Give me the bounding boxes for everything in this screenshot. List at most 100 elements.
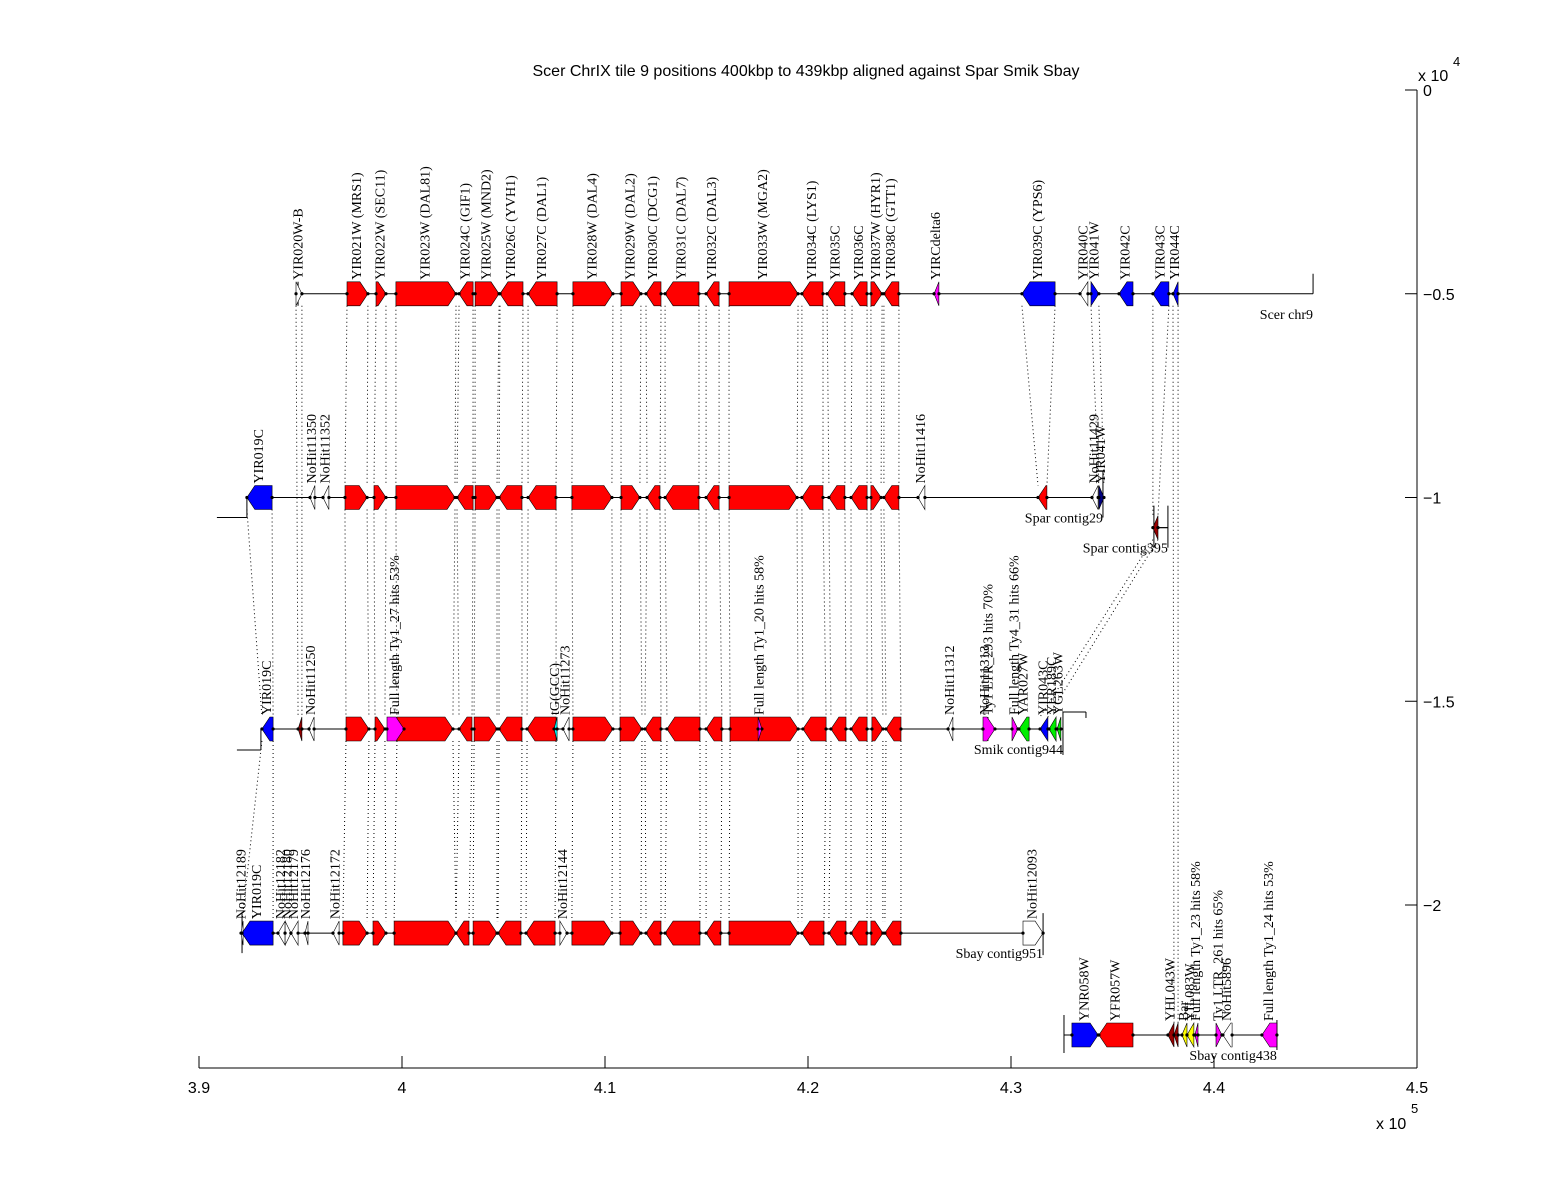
gene-label: YIR041W — [1087, 221, 1102, 280]
gene-start-marker — [394, 292, 398, 296]
gene-ortholog-yir023w — [395, 485, 456, 510]
gene-start-marker — [827, 495, 831, 500]
gene-end-marker — [521, 292, 525, 296]
gene-end-marker — [865, 931, 869, 935]
y-tick-label: 0 — [1423, 83, 1432, 100]
track-label-sbay-contig951: Sbay contig951 — [956, 947, 1044, 962]
homology-link-yir030c — [644, 509, 648, 717]
gene-label: NoHit12189 — [235, 849, 250, 919]
x-axis-multiplier-exponent: 5 — [1411, 1101, 1418, 1116]
gene-label: NoHit12179 — [287, 849, 302, 919]
y-tick-label: −0.5 — [1423, 287, 1455, 304]
gene-start-marker — [869, 931, 873, 935]
gene-ortholog-yir028w — [572, 716, 614, 742]
gene-end-marker — [327, 495, 331, 500]
gene-label: NoHit11273 — [558, 645, 573, 714]
gene-ortholog-yir024c — [456, 485, 474, 510]
gene-start-marker — [850, 292, 854, 296]
gene-end-marker — [881, 727, 885, 731]
gene-end-marker — [697, 292, 701, 296]
gene-label: YAR027W — [1016, 652, 1031, 715]
gene-start-marker — [471, 931, 475, 935]
homology-link-yir019c — [246, 509, 263, 717]
gene-label: YIR043C — [1153, 225, 1168, 279]
gene-ortholog-yir030c — [644, 716, 662, 742]
gene-label: YIR036C — [852, 225, 867, 279]
gene-start-marker — [283, 931, 287, 935]
gene-yir022w-sec11 — [375, 281, 387, 307]
homology-link-yir038c — [898, 509, 902, 717]
gene-start-marker — [801, 727, 805, 731]
gene-start-marker — [321, 495, 325, 500]
gene-label: YIR037W (HYR1) — [869, 172, 884, 280]
gene-start-marker — [496, 931, 500, 935]
gene-ortholog-yir037w — [871, 716, 884, 742]
y-tick-label: −2 — [1423, 898, 1441, 915]
gene-ortholog-yir028w — [571, 485, 613, 510]
gene-ortholog-yir029w — [619, 920, 642, 946]
gene-label: NoHit11250 — [304, 646, 319, 715]
homology-link-yir019c — [271, 509, 274, 717]
gene-end-marker — [1053, 292, 1057, 296]
gene-end-marker — [640, 727, 644, 731]
gene-label: YIR025W (MND2) — [480, 169, 495, 280]
gene-end-marker — [717, 495, 721, 500]
x-tick-label: 4.3 — [1000, 1080, 1022, 1097]
gene-end-marker — [520, 495, 524, 500]
homology-link-yir043c — [1047, 539, 1159, 718]
gene-label: YIR041W — [1094, 424, 1109, 483]
gene-ortholog-yir021w — [342, 920, 368, 946]
gene-end-marker — [1027, 727, 1031, 731]
gene-end-marker — [659, 727, 663, 731]
gene-start-marker — [1172, 1033, 1176, 1037]
gene-ortholog-yir025w — [473, 716, 498, 742]
gene-label: YIR024C (GIF1) — [458, 183, 473, 280]
gene-start-marker — [1117, 292, 1121, 296]
gene-start-marker — [1166, 1033, 1170, 1037]
gene-yfr057w — [1098, 1022, 1134, 1048]
gene-end-marker — [367, 727, 371, 731]
gene-end-marker — [306, 931, 310, 935]
homology-link-yir028w — [611, 509, 614, 717]
gene-start-marker — [570, 495, 574, 500]
gene-ortholog-yir021w — [344, 485, 368, 510]
gene-end-marker — [553, 931, 557, 935]
homology-link-yir028w — [571, 509, 574, 717]
gene-start-marker — [497, 495, 501, 500]
gene-end-marker — [923, 495, 927, 500]
gene-start-marker — [727, 931, 731, 935]
gene-label: YIR030C (DCG1) — [646, 176, 661, 280]
homology-link-yir021w — [366, 509, 370, 717]
y-axis-multiplier-exponent: 4 — [1453, 54, 1460, 69]
gene-ortholog-yir038c — [883, 485, 900, 510]
gene-ortholog-yir036c — [850, 716, 868, 742]
gene-ortholog-yir036c — [850, 920, 868, 946]
homology-link-yir037w — [870, 509, 873, 717]
gene-start-marker — [331, 931, 335, 935]
gene-end-marker — [451, 727, 455, 731]
gene-label: NoHit12172 — [329, 849, 344, 919]
gene-end-marker — [1176, 292, 1180, 296]
gene-ortholog-yir022w — [374, 716, 386, 742]
gene-start-marker — [385, 727, 389, 731]
gene-end-marker — [270, 495, 274, 500]
x-axis-multiplier: x 10 — [1376, 1116, 1406, 1133]
gene-end-marker — [659, 931, 663, 935]
gene-end-marker — [639, 931, 643, 935]
gene-end-marker — [719, 931, 723, 935]
gene-start-marker — [1010, 727, 1014, 731]
gene-start-marker — [344, 727, 348, 731]
homology-link-yir031c — [664, 509, 668, 717]
gene-end-marker — [899, 727, 903, 731]
gene-label: YER189C — [1045, 657, 1060, 715]
gene-label: Bar — [1177, 1000, 1192, 1021]
gene-start-marker — [643, 727, 647, 731]
homology-link-yir029w — [619, 509, 622, 717]
gene-end-marker — [520, 727, 524, 731]
gene-end-marker — [844, 931, 848, 935]
gene-label: YIR035C — [828, 225, 843, 279]
gene-start-marker — [571, 727, 575, 731]
gene-ortholog-yir031c — [664, 485, 700, 510]
axes: 3.9 4 4.1 4.2 4.3 4.4 4.5 x 10 5 0 −0.5 −1 −1.5 −2 x 1… — [188, 54, 1460, 1133]
homology-link-yir027c — [526, 509, 529, 717]
